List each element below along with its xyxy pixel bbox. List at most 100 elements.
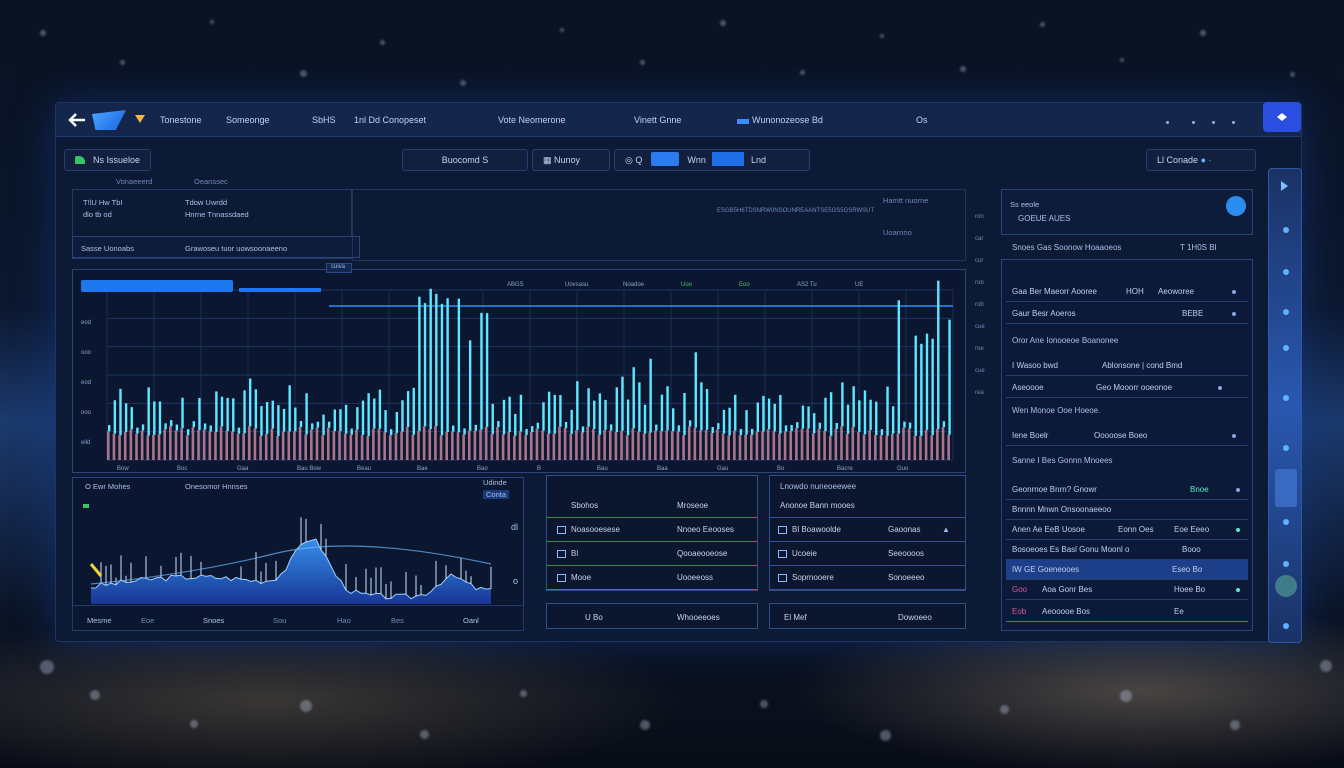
list-item[interactable]: Goo Aoa Gonr Bes Hoee Bo (1006, 580, 1248, 600)
bullet-icon (1236, 488, 1240, 492)
corner-action-button[interactable] (1263, 102, 1301, 132)
baseline-bar (123, 431, 127, 460)
list-item[interactable]: Eob Aeooooe Bos Ee (1006, 602, 1248, 622)
triangle-icon[interactable]: ▲ (942, 525, 950, 534)
list-item[interactable]: I Wasoo bwd Ablonsone | cond Bmd (1006, 356, 1248, 376)
card-action-icon[interactable] (1226, 196, 1246, 216)
baseline-bar (902, 427, 905, 460)
nav-item-8[interactable]: Os (916, 115, 928, 125)
data-bar (463, 428, 466, 435)
table-b: Lnowdo nuneoeewee Anonoe Bann mooes Bl B… (769, 475, 966, 591)
list-item[interactable]: Iene Boelr Ooooose Boeo (1006, 426, 1248, 446)
rail-icon[interactable] (1283, 309, 1289, 315)
table-b-footer[interactable]: El Mef Dowoeeo (769, 603, 966, 629)
baseline-bar (546, 433, 550, 460)
rail-icon[interactable] (1283, 345, 1289, 351)
toggle-switch[interactable] (712, 152, 745, 166)
data-bar (344, 404, 348, 434)
chart-tab[interactable]: cuiva (326, 263, 352, 273)
nav-item-3[interactable]: SbHS (312, 115, 336, 125)
bar-chart-svg: eod ooo eod ooo elld Bow Boc Gaa Bau Bow Beau Bae B… (81, 280, 954, 472)
data-bar (147, 387, 150, 436)
nav-item-2[interactable]: Someonge (226, 115, 270, 125)
cell: Iene Boelr (1012, 431, 1049, 440)
data-bar (186, 429, 190, 436)
data-bar (485, 313, 489, 427)
bokeh-dot (560, 28, 564, 32)
data-bar (327, 421, 331, 428)
rail-icon[interactable] (1283, 445, 1289, 451)
view-controls[interactable]: ◎ Q Wnn Lnd (614, 149, 810, 171)
baseline-bar (456, 432, 460, 460)
table-row[interactable]: Bl Boawoolde Gaoonas ▲ (770, 518, 965, 542)
table-a-footer[interactable]: U Bo Whooeeoes (546, 603, 758, 629)
table-row[interactable]: Noasooesese Nnoeo Eeooses (547, 518, 757, 542)
data-bar (429, 288, 432, 429)
data-bar (632, 367, 635, 429)
filter-dropdown[interactable]: Buocomd S (402, 149, 528, 171)
search-bar[interactable]: Sasse Uonoabs Grawoseu tuor uowsoonaeeno (72, 236, 360, 258)
data-bar (311, 423, 314, 430)
bokeh-dot (1000, 705, 1009, 714)
list-item[interactable]: Bnnnn Mnwn Onsoonaeeoo (1006, 500, 1248, 520)
dropdown-triangle-icon[interactable] (135, 115, 145, 123)
rail-icon[interactable] (1283, 395, 1289, 401)
meta-4: Hnrne Tnnassdaed (185, 210, 249, 219)
view-toggle[interactable] (650, 152, 679, 166)
data-bar (299, 421, 303, 428)
detail-list: Gaa Ber Maeorr Aooree HOH Aeoworee Gaur … (1001, 259, 1253, 631)
baseline-bar (202, 429, 206, 460)
data-bar (564, 421, 568, 428)
table-row[interactable]: Soprnooere Sonoeeeo (770, 566, 965, 590)
list-item-selected[interactable]: IW GE Goeneooes Eseo Bo (1006, 560, 1248, 580)
rail-icon[interactable] (1283, 623, 1289, 629)
menu-dropdown[interactable]: ▦ Nunoy (532, 149, 610, 171)
doc-icon (557, 574, 566, 582)
brand-logo-icon[interactable] (92, 110, 126, 130)
group-title: Wen Monoe Ooe Hoeoe. (1012, 406, 1101, 415)
play-icon[interactable] (1281, 181, 1288, 191)
data-bar (542, 402, 545, 431)
list-item[interactable]: Aseoooe Geo Mooorr ooeonoe (1006, 378, 1248, 398)
cell: Anen Ae EeB Uosoe (1012, 525, 1085, 534)
table-row[interactable]: Ucoeie Seeoooos (770, 542, 965, 566)
table-row[interactable]: Sbohos Mroseoe (547, 494, 757, 518)
rail-icon[interactable] (1283, 561, 1289, 567)
list-item[interactable]: Bosoeoes Es Basl Gonu Moonl o Booo (1006, 540, 1248, 560)
data-bar (440, 303, 444, 436)
side-icon-1[interactable]: dl (511, 522, 519, 532)
data-bar (265, 402, 269, 434)
baseline-bar (112, 433, 116, 460)
nav-item-5[interactable]: Vote Neomerone (498, 115, 566, 125)
y-tick-label: eod (81, 320, 91, 326)
x-tick-label: Beau (357, 466, 371, 472)
rail-circle-icon[interactable] (1275, 575, 1297, 597)
baseline-bar (907, 428, 911, 460)
rail-icon[interactable] (1283, 227, 1289, 233)
baseline-bar (851, 426, 855, 460)
table-row[interactable]: Bl Qooaeooeose (547, 542, 757, 566)
rail-icon[interactable] (1283, 269, 1289, 275)
list-item[interactable]: Gaur Besr Aoeros BEBE (1006, 304, 1248, 324)
side-icon-2[interactable]: o (513, 576, 519, 586)
nav-item-1[interactable]: Tonestone (160, 115, 202, 125)
rail-icon[interactable] (1283, 519, 1289, 525)
list-item[interactable]: Geonrnoe Bnrn? Gnowr Bnoe (1006, 480, 1248, 500)
data-bar (468, 340, 472, 431)
area-x-axis: Mesme Eoe Snoes Sou Hao Bes Oanl (72, 605, 524, 631)
table-row[interactable]: Mooe Uooeeoss (547, 566, 757, 590)
baseline-bar (411, 434, 415, 460)
status-chip[interactable]: Ns Issueloe (64, 149, 152, 171)
nav-item-4[interactable]: 1nl Dd Conopeset (354, 115, 427, 125)
area-chart-title-b: Onesomor Hnnses (185, 482, 248, 491)
list-item[interactable]: Anen Ae EeB Uosoe Eonn Oes Eoe Eeeo (1006, 520, 1248, 540)
rail-panel-icon[interactable] (1275, 469, 1297, 507)
back-arrow-icon[interactable] (68, 112, 86, 128)
data-bar (547, 391, 551, 434)
list-item[interactable]: Gaa Ber Maeorr Aooree HOH Aeoworee (1006, 282, 1248, 302)
nav-item-6[interactable]: Vinett Gnne (634, 115, 682, 125)
right-chip[interactable]: Ll Conade ● · (1146, 149, 1256, 171)
baseline-bar (219, 426, 223, 460)
table-row[interactable]: Anonoe Bann mooes (770, 494, 965, 518)
nav-item-7[interactable]: Wunonozeose Bd (752, 115, 823, 125)
